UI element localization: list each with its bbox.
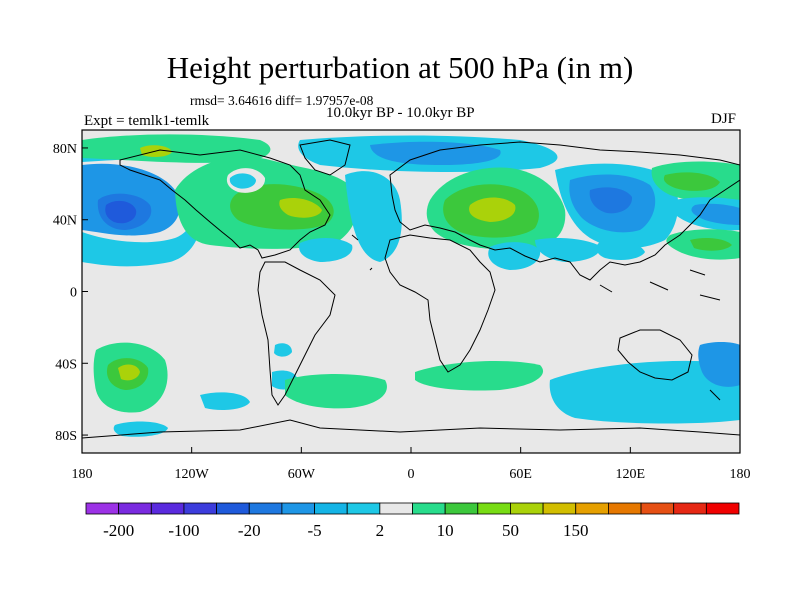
colorbar-label: -20 <box>238 521 261 540</box>
lat-tick-label: 40N <box>53 214 77 229</box>
anomaly-region <box>229 173 256 189</box>
lon-tick-label: 120W <box>175 467 210 482</box>
colorbar-swatch <box>542 502 577 515</box>
anomaly-region <box>285 374 387 409</box>
anomaly-region <box>345 171 402 262</box>
colorbar-label: -200 <box>103 521 134 540</box>
lat-tick-label: 80S <box>55 429 77 444</box>
anomaly-region <box>299 237 353 262</box>
anomaly-region <box>589 187 633 214</box>
colorbar-swatch <box>575 502 609 515</box>
colorbar-swatch <box>248 502 283 515</box>
colorbar-swatch <box>640 502 675 515</box>
coastline-greenland <box>299 139 351 176</box>
coastline-south-america <box>257 261 336 406</box>
colorbar-swatch <box>379 502 413 515</box>
rmsd-stats: rmsd= 3.64616 diff= 1.97957e-08 <box>190 93 374 108</box>
coastline-layer <box>82 139 740 439</box>
anomaly-region <box>415 360 544 391</box>
colorbar-swatch <box>281 502 315 515</box>
colorbar-label: 50 <box>502 521 519 540</box>
colorbar-swatch <box>477 502 511 515</box>
colorbar-swatch <box>183 502 217 515</box>
coastline-africa <box>384 234 496 373</box>
coastline-antarctica <box>82 419 740 439</box>
colorbar-swatch <box>673 502 707 515</box>
anomaly-region <box>370 141 501 165</box>
plot-title: Height perturbation at 500 hPa (in m) <box>166 50 634 85</box>
anomaly-region <box>535 238 601 262</box>
anomaly-region <box>118 364 140 381</box>
lon-tick-label: 0 <box>408 467 415 482</box>
colorbar-swatch <box>314 502 348 515</box>
anomaly-region <box>663 172 720 191</box>
latitude-axis: 80N 40N 0 40S 80S <box>53 142 88 444</box>
colorbar-swatch <box>608 502 642 515</box>
lat-tick-label: 80N <box>53 142 77 157</box>
season-label: DJF <box>711 111 737 127</box>
colorbar-swatch <box>346 502 381 515</box>
colorbar-swatch <box>216 502 250 515</box>
colorbar-label: -5 <box>307 521 321 540</box>
lat-tick-label: 40S <box>55 357 77 372</box>
colorbar-swatch <box>412 502 446 515</box>
colorbar-swatch <box>510 502 544 515</box>
colorbar: -200 -100 -20 -5 2 10 50 150 <box>85 502 740 540</box>
lon-tick-label: 180 <box>730 467 751 482</box>
coastline-eurasia <box>389 141 740 281</box>
colorbar-label: 10 <box>437 521 454 540</box>
lon-tick-label: 60E <box>509 467 532 482</box>
anomaly-field <box>82 134 740 437</box>
coastline-australia <box>617 329 693 381</box>
anomaly-region <box>279 198 322 218</box>
colorbar-swatch <box>85 502 120 515</box>
period-label: 10.0kyr BP - 10.0kyr BP <box>326 105 475 121</box>
anomaly-region <box>274 343 292 357</box>
longitude-axis: 180 120W 60W 0 60E 120E 180 <box>72 447 751 482</box>
colorbar-label: 2 <box>376 521 385 540</box>
colorbar-swatch <box>444 502 479 515</box>
anomaly-region <box>469 197 516 222</box>
lon-tick-label: 180 <box>72 467 93 482</box>
colorbar-label: 150 <box>563 521 589 540</box>
colorbar-swatch <box>150 502 185 515</box>
anomaly-region <box>200 392 250 410</box>
anomaly-region <box>596 240 645 260</box>
colorbar-label: -100 <box>168 521 199 540</box>
coastline-north-america <box>119 149 331 259</box>
anomaly-region <box>82 134 271 163</box>
anomaly-region <box>105 200 137 224</box>
colorbar-swatch <box>118 502 152 515</box>
anomaly-region <box>549 360 740 424</box>
anomaly-region <box>113 421 168 437</box>
anomaly-region <box>698 341 740 387</box>
anomaly-region <box>82 205 202 267</box>
experiment-label: Expt = temlk1-temlk <box>84 113 210 129</box>
lat-tick-label: 0 <box>70 286 77 301</box>
anomaly-region <box>690 237 732 251</box>
lon-tick-label: 120E <box>616 467 646 482</box>
colorbar-swatch <box>705 502 740 515</box>
lon-tick-label: 60W <box>288 467 316 482</box>
coastline-islands <box>351 234 721 401</box>
